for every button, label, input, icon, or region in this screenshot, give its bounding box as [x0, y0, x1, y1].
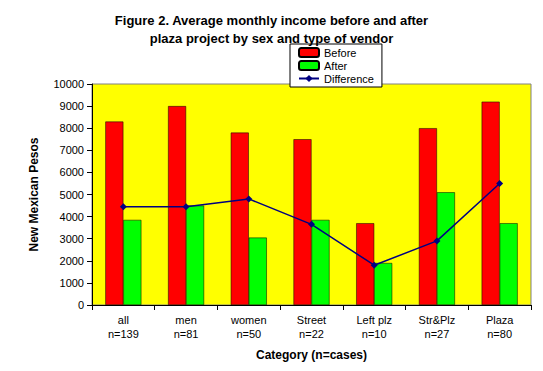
svg-text:n=81: n=81	[174, 328, 199, 340]
svg-text:0: 0	[78, 299, 84, 311]
svg-text:7000: 7000	[60, 144, 84, 156]
svg-text:4000: 4000	[60, 211, 84, 223]
svg-text:New Mexican Pesos: New Mexican Pesos	[27, 137, 41, 251]
svg-text:After: After	[324, 60, 348, 72]
svg-text:5000: 5000	[60, 189, 84, 201]
svg-text:n=10: n=10	[362, 328, 387, 340]
svg-text:all: all	[118, 314, 129, 326]
svg-text:6000: 6000	[60, 166, 84, 178]
svg-text:n=22: n=22	[299, 328, 324, 340]
svg-text:n=27: n=27	[425, 328, 450, 340]
svg-text:Category (n=cases): Category (n=cases)	[256, 348, 367, 362]
svg-text:8000: 8000	[60, 122, 84, 134]
svg-text:Plaza: Plaza	[486, 314, 514, 326]
svg-text:1000: 1000	[60, 277, 84, 289]
svg-text:3000: 3000	[60, 233, 84, 245]
svg-text:men: men	[175, 314, 196, 326]
svg-text:n=139: n=139	[108, 328, 139, 340]
svg-text:Difference: Difference	[324, 73, 374, 85]
svg-text:Left plz: Left plz	[356, 314, 391, 326]
svg-text:2000: 2000	[60, 255, 84, 267]
svg-text:9000: 9000	[60, 100, 84, 112]
svg-text:plaza project by sex and type: plaza project by sex and type of vendor	[150, 31, 393, 46]
svg-text:Figure 2. Average monthly inco: Figure 2. Average monthly income before …	[115, 13, 428, 28]
svg-text:Str&Plz: Str&Plz	[419, 314, 456, 326]
svg-text:Before: Before	[324, 47, 356, 59]
svg-text:n=80: n=80	[487, 328, 512, 340]
svg-text:women: women	[230, 314, 266, 326]
svg-text:10000: 10000	[53, 78, 84, 90]
svg-text:Street: Street	[297, 314, 326, 326]
svg-text:n=50: n=50	[236, 328, 261, 340]
